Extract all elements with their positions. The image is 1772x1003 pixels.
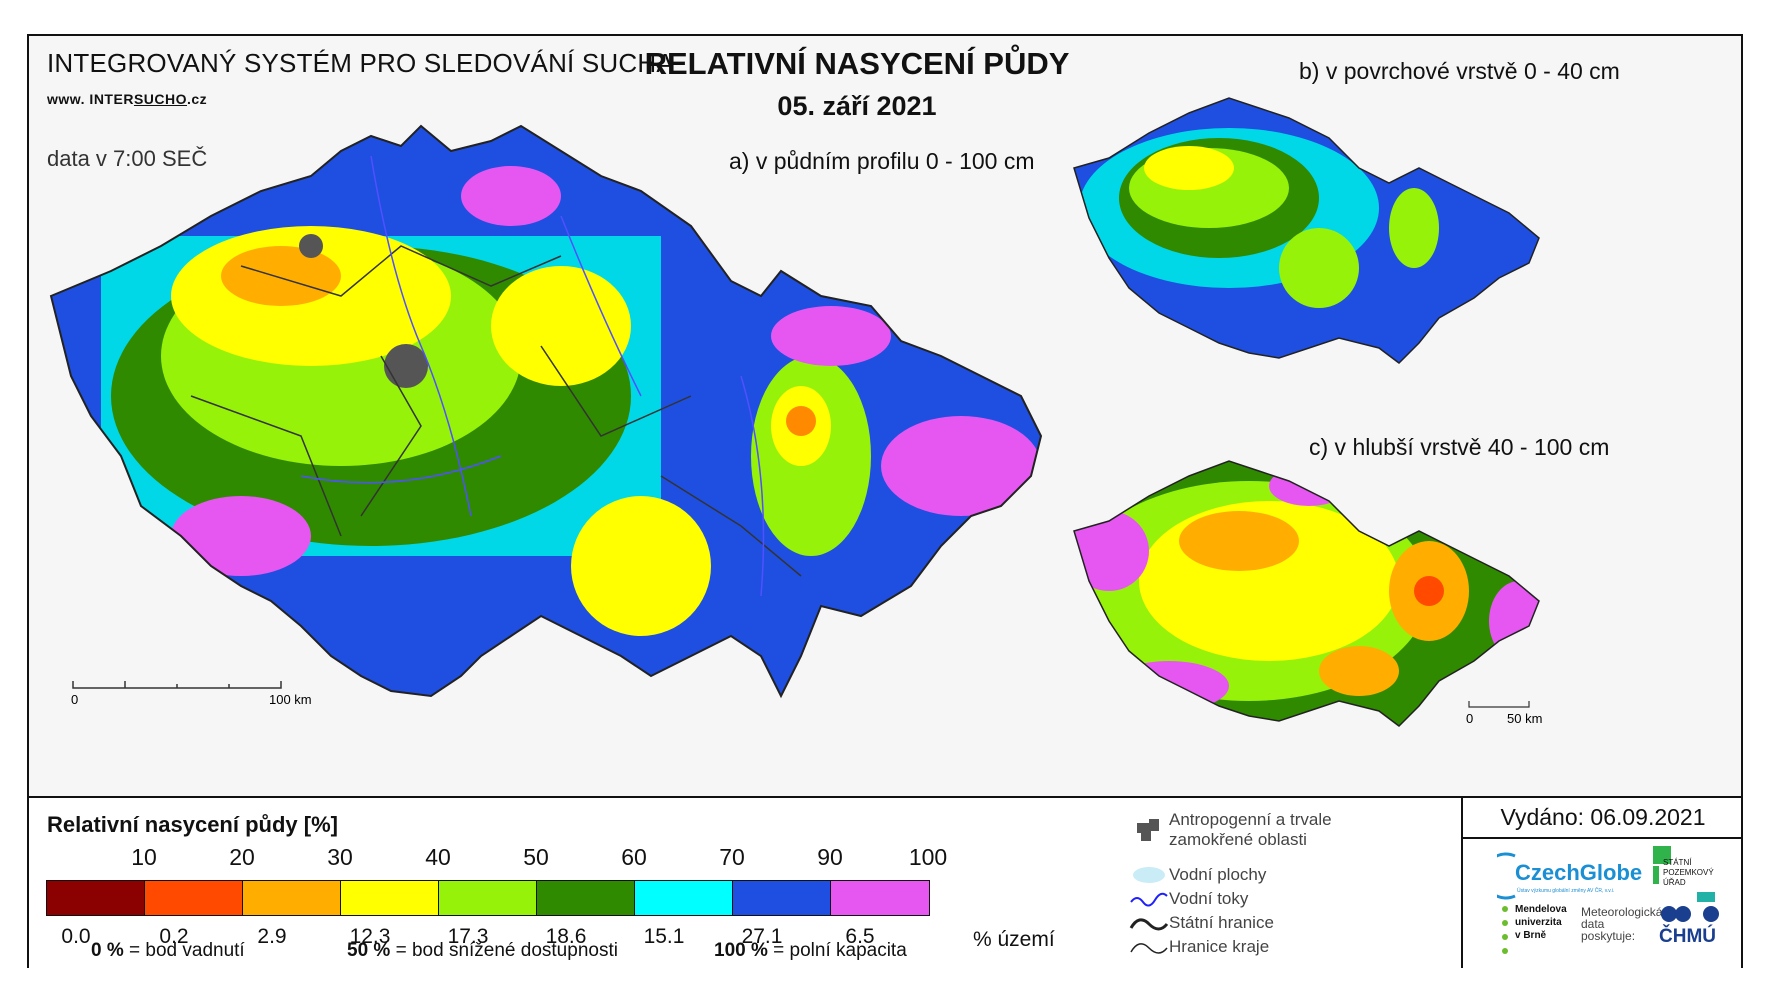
percent-area-label: 0.0 bbox=[61, 925, 91, 948]
color-bar-cell bbox=[831, 881, 929, 915]
percent-area-label: 18.6 bbox=[545, 925, 587, 948]
czechglobe-logo: CzechGlobe Ústav výzkumu globální změny … bbox=[1482, 850, 1647, 902]
chmu-logo: ČHMÚ bbox=[1659, 904, 1729, 954]
issued-box: Vydáno: 06.09.2021 CzechGlobe Ústav výzk… bbox=[1461, 798, 1743, 968]
map-c-deep-layer: 0 50 km bbox=[1073, 460, 1542, 727]
legend-tick-label: 50 bbox=[523, 844, 549, 870]
url-prefix: www. INTER bbox=[47, 91, 134, 107]
foot-item-reduced: 50 % = bod snížené dostupnosti bbox=[347, 940, 618, 961]
percent-area-label: 12.3 bbox=[349, 925, 391, 948]
map-b-surface-layer bbox=[1073, 97, 1540, 364]
legend-water-areas: Vodní plochy bbox=[1129, 862, 1266, 888]
map-c-label: c) v hlubší vrstvě 40 - 100 cm bbox=[1309, 434, 1610, 460]
color-bar-cell bbox=[145, 881, 243, 915]
color-bar-cell bbox=[439, 881, 537, 915]
spu-logo: STÁTNÍ POZEMKOVÝ ÚŘAD bbox=[1653, 846, 1733, 902]
scale-main-start: 0 bbox=[71, 692, 78, 707]
main-date: 05. září 2021 bbox=[777, 91, 937, 121]
mendel-logo: Mendelova univerzita v Brně bbox=[1499, 903, 1579, 963]
color-bar-cell bbox=[635, 881, 733, 915]
percent-unit: % území bbox=[973, 928, 1055, 951]
website-url[interactable]: www. INTERSUCHO.cz bbox=[47, 91, 207, 107]
map-symbol-legend: Antropogenní a trvale zamokřené oblasti V… bbox=[1129, 810, 1409, 960]
data-time: data v 7:00 SEČ bbox=[47, 146, 208, 171]
legend-anthropogenic: Antropogenní a trvale zamokřené oblasti bbox=[1129, 810, 1332, 850]
map-frame: INTEGROVANÝ SYSTÉM PRO SLEDOVÁNÍ SUCHA w… bbox=[27, 34, 1743, 968]
percent-area-label: 15.1 bbox=[643, 925, 685, 948]
scale-small-end: 50 km bbox=[1507, 711, 1542, 726]
legend-title: Relativní nasycení půdy [%] bbox=[47, 812, 338, 837]
url-highlight: SUCHO bbox=[133, 91, 187, 107]
color-bar-cell bbox=[47, 881, 145, 915]
url-suffix: .cz bbox=[187, 91, 208, 107]
region-border-icon bbox=[1130, 943, 1168, 954]
map-b-label: b) v povrchové vrstvě 0 - 40 cm bbox=[1299, 58, 1620, 84]
map-a-soil-profile: 0 100 km bbox=[49, 124, 1043, 707]
legend-tick-label: 70 bbox=[719, 844, 745, 870]
foot-item-capacity: 100 % = polní kapacita bbox=[714, 940, 907, 961]
color-bar-cell bbox=[243, 881, 341, 915]
river-icon bbox=[1130, 892, 1168, 907]
map-a-label: a) v půdním profilu 0 - 100 cm bbox=[729, 148, 1035, 174]
water-area-icon bbox=[1133, 867, 1165, 883]
percent-area-label: 0.2 bbox=[159, 925, 189, 948]
foot-item-wilting: 0 % = bod vadnutí bbox=[91, 940, 245, 961]
map-area: INTEGROVANÝ SYSTÉM PRO SLEDOVÁNÍ SUCHA w… bbox=[29, 36, 1741, 796]
meteo-data-text: Meteorologická data poskytuje: bbox=[1581, 905, 1663, 943]
state-border-icon bbox=[1129, 918, 1169, 931]
color-bar-cell bbox=[537, 881, 635, 915]
legend-region-border: Hranice kraje bbox=[1129, 934, 1269, 960]
scale-small-start: 0 bbox=[1466, 711, 1473, 726]
color-bar-cell bbox=[341, 881, 439, 915]
legend-tick-label: 20 bbox=[229, 844, 255, 870]
legend-tick-label: 100 bbox=[908, 844, 948, 870]
legend-tick-label: 90 bbox=[817, 844, 843, 870]
percent-area-label: 17.3 bbox=[447, 925, 489, 948]
legend-tick-label: 30 bbox=[327, 844, 353, 870]
legend-area: Relativní nasycení půdy [%] 10 20 30 40 50 60… bbox=[29, 796, 1743, 968]
system-title: INTEGROVANÝ SYSTÉM PRO SLEDOVÁNÍ SUCHA bbox=[47, 48, 674, 78]
percent-area-label: 27.1 bbox=[741, 925, 783, 948]
legend-state-border: Státní hranice bbox=[1129, 910, 1274, 936]
color-bar bbox=[46, 880, 930, 916]
main-title: RELATIVNÍ NASYCENÍ PŮDY bbox=[644, 46, 1070, 81]
scale-main-end: 100 km bbox=[269, 692, 312, 707]
legend-tick-label: 40 bbox=[425, 844, 451, 870]
percent-area-label: 6.5 bbox=[845, 925, 875, 948]
legend-tick-label: 10 bbox=[131, 844, 157, 870]
scale-bar-main bbox=[72, 681, 282, 689]
legend-tick-label: 60 bbox=[621, 844, 647, 870]
anthropogenic-area-icon bbox=[1137, 819, 1159, 841]
issued-date: Vydáno: 06.09.2021 bbox=[1463, 804, 1743, 839]
color-bar-cell bbox=[733, 881, 831, 915]
legend-rivers: Vodní toky bbox=[1129, 886, 1248, 912]
percent-area-label: 2.9 bbox=[257, 925, 287, 948]
